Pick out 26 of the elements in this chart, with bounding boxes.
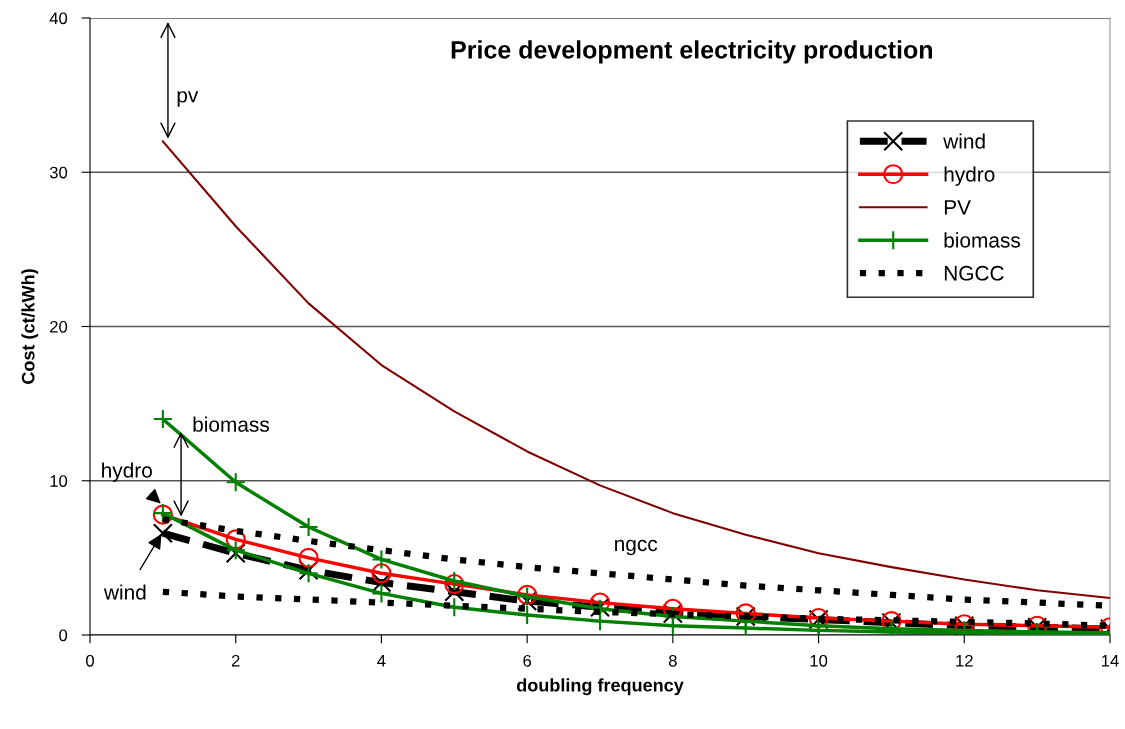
x-tick-label: 8 (668, 654, 677, 667)
annotation: wind (103, 584, 146, 600)
legend-label: hydro (944, 166, 995, 186)
annotation: pv (177, 91, 199, 107)
x-tick-label: 0 (86, 654, 94, 667)
y-tick-label: 40 (49, 12, 68, 25)
x-tick-label: 6 (523, 654, 532, 667)
x-tick-label: 14 (1102, 655, 1119, 667)
legend-label: NGCC (944, 265, 1004, 281)
legend-label: PV (944, 200, 971, 215)
annotation: hydro (102, 462, 152, 482)
y-tick-label: 10 (50, 475, 68, 487)
y-tick-label: 0 (59, 629, 68, 642)
y-tick-label: 20 (50, 320, 68, 333)
text: Price development electricity production (451, 40, 932, 64)
x-axis-title: doubling frequency (516, 678, 684, 696)
x-tick-label: 10 (810, 654, 828, 667)
y-tick-label: 30 (49, 166, 68, 179)
annotation: ngcc (615, 539, 658, 556)
x-tick-label: 2 (231, 654, 240, 667)
x-tick-label: 4 (377, 655, 386, 667)
legend-label: wind (943, 133, 985, 149)
y-axis-title: Cost (ct/kWh) (21, 269, 39, 384)
x-tick-label: 12 (956, 654, 973, 667)
legend-label: biomass (944, 232, 1021, 248)
annotation: biomass (193, 416, 270, 432)
